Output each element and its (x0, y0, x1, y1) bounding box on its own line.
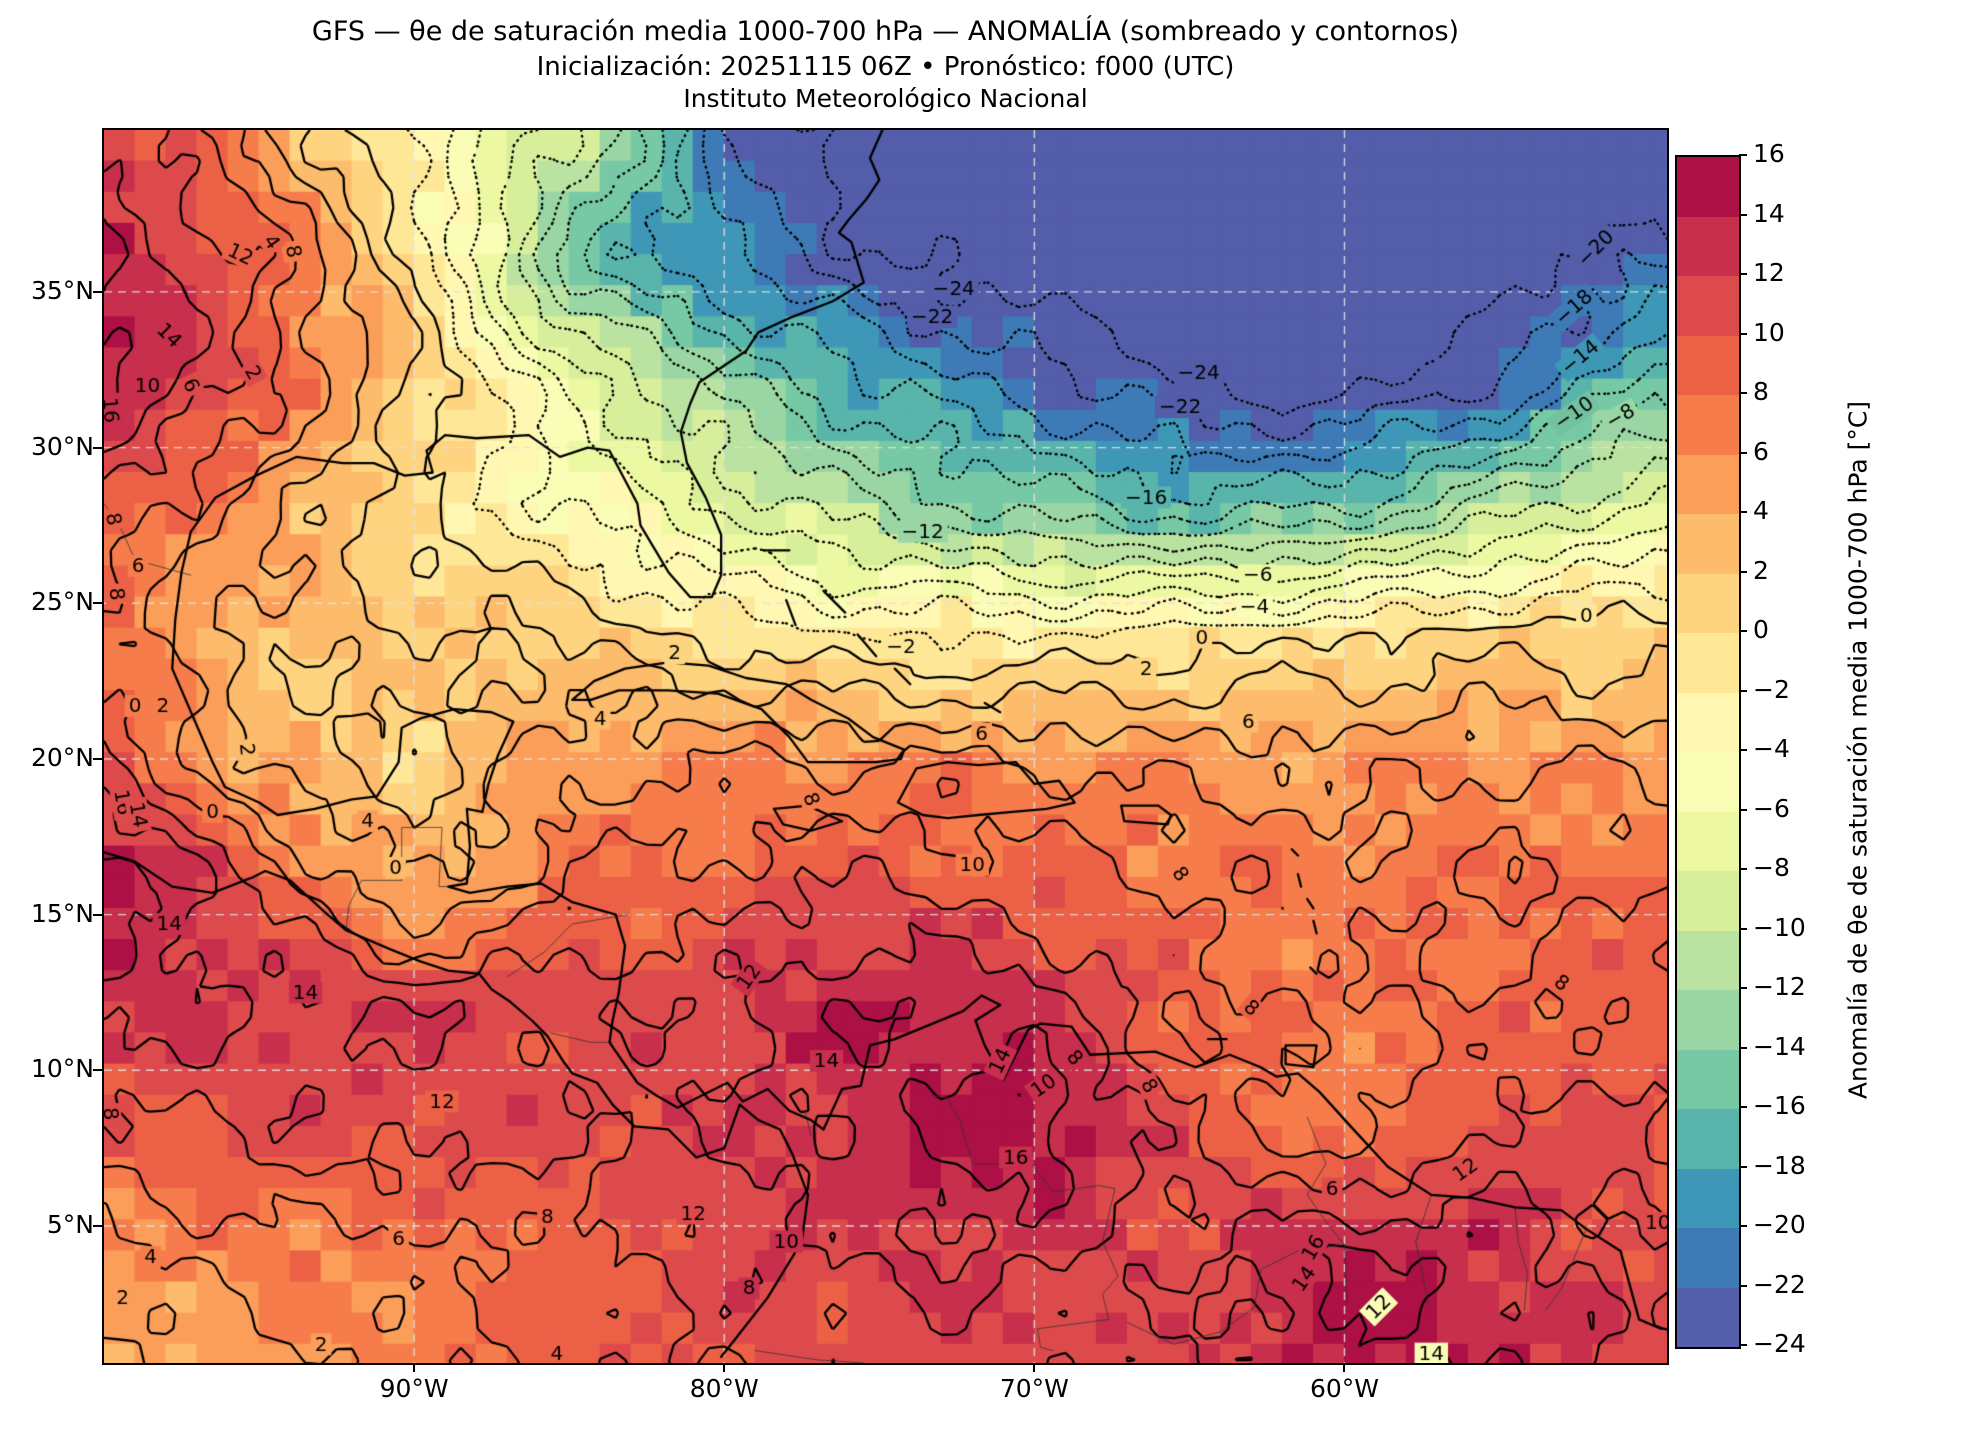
y-tick-label: 25°N (30, 587, 94, 617)
x-tick-label: 90°W (379, 1374, 449, 1403)
x-tick-label: 60°W (1309, 1374, 1379, 1403)
colorbar-segment (1677, 1109, 1739, 1169)
y-tick-label: 10°N (30, 1054, 94, 1084)
colorbar-tick-label: 4 (1753, 496, 1769, 525)
colorbar-tick-mark (1739, 1225, 1747, 1227)
anomaly-map-canvas (104, 130, 1667, 1363)
x-tick-mark (1033, 1363, 1036, 1372)
colorbar-tick-label: 12 (1753, 258, 1785, 287)
colorbar-segment (1677, 1287, 1739, 1347)
colorbar-tick-mark (1739, 332, 1747, 335)
colorbar-tick-label: 14 (1753, 198, 1785, 228)
colorbar-tick-label: −4 (1753, 734, 1790, 763)
map-plot-area (102, 128, 1669, 1365)
colorbar-tick-label: 6 (1753, 436, 1769, 466)
x-tick-mark (1343, 1363, 1346, 1372)
colorbar-tick-label: 8 (1753, 377, 1769, 406)
y-tick-mark (93, 913, 102, 916)
colorbar-segment (1677, 871, 1739, 931)
colorbar-tick-mark (1739, 451, 1747, 454)
colorbar-tick-label: −6 (1753, 793, 1790, 823)
colorbar-segment (1677, 1049, 1739, 1109)
colorbar-tick-label: 0 (1753, 615, 1769, 644)
colorbar-tick-label: −16 (1753, 1091, 1806, 1120)
colorbar-tick-label: 10 (1753, 317, 1785, 347)
y-tick-mark (93, 1069, 102, 1072)
y-tick-label: 30°N (30, 431, 94, 461)
x-tick-label: 80°W (689, 1374, 759, 1403)
colorbar-tick-mark (1739, 273, 1747, 275)
colorbar-segment (1677, 216, 1739, 276)
chart-subtitle-init-forecast: Inicialización: 20251115 06Z • Pronóstic… (536, 52, 1235, 82)
x-tick-mark (413, 1363, 416, 1372)
colorbar-tick-label: −8 (1753, 853, 1790, 882)
colorbar-segment (1677, 1228, 1739, 1288)
colorbar-tick-mark (1739, 630, 1747, 632)
y-tick-mark (93, 757, 102, 760)
y-tick-label: 35°N (30, 275, 94, 305)
colorbar-tick-mark (1739, 392, 1747, 394)
y-tick-mark (93, 1225, 102, 1227)
y-tick-mark (93, 446, 102, 449)
colorbar-segment (1677, 573, 1739, 633)
colorbar-segment (1677, 752, 1739, 812)
x-tick-label: 70°W (999, 1374, 1069, 1403)
colorbar-tick-label: −14 (1753, 1031, 1806, 1061)
colorbar-tick-mark (1739, 1284, 1747, 1287)
colorbar-tick-mark (1739, 1344, 1747, 1346)
colorbar-segment (1677, 514, 1739, 574)
colorbar-segment (1677, 692, 1739, 752)
colorbar-tick-label: −10 (1753, 912, 1806, 942)
colorbar-segment (1677, 395, 1739, 455)
colorbar-tick-mark (1739, 1046, 1747, 1049)
y-tick-mark (93, 602, 102, 605)
colorbar-tick-mark (1739, 808, 1747, 811)
colorbar-tick-mark (1739, 570, 1747, 573)
colorbar-segment (1677, 930, 1739, 990)
colorbar-axis-label: Anomalía de θe de saturación media 1000-… (1843, 400, 1873, 1100)
colorbar-segment (1677, 276, 1739, 336)
y-tick-label: 20°N (30, 742, 94, 772)
colorbar-tick-mark (1739, 689, 1747, 692)
y-tick-label: 15°N (30, 898, 94, 928)
colorbar-segment (1677, 811, 1739, 871)
colorbar-tick-label: 2 (1753, 555, 1769, 585)
colorbar (1675, 155, 1741, 1349)
y-tick-mark (93, 290, 102, 293)
colorbar-segment (1677, 1168, 1739, 1228)
colorbar-tick-mark (1739, 868, 1747, 870)
colorbar-tick-mark (1739, 987, 1747, 989)
colorbar-tick-mark (1739, 1106, 1747, 1108)
colorbar-tick-label: −12 (1753, 972, 1806, 1001)
x-tick-mark (723, 1363, 726, 1372)
colorbar-tick-mark (1739, 749, 1747, 751)
colorbar-tick-label: −22 (1753, 1269, 1806, 1299)
colorbar-tick-label: −20 (1753, 1210, 1806, 1239)
colorbar-tick-mark (1739, 927, 1747, 930)
colorbar-segment (1677, 990, 1739, 1050)
colorbar-tick-mark (1739, 1165, 1747, 1168)
colorbar-segment (1677, 335, 1739, 395)
colorbar-tick-label: −2 (1753, 674, 1790, 704)
y-tick-label: 5°N (46, 1210, 94, 1239)
chart-title: GFS — θe de saturación media 1000-700 hP… (311, 16, 1460, 47)
colorbar-segment (1677, 157, 1739, 217)
colorbar-tick-label: −24 (1753, 1329, 1806, 1358)
chart-subtitle-institute: Instituto Meteorológico Nacional (683, 84, 1088, 113)
colorbar-tick-label: 16 (1753, 139, 1785, 168)
colorbar-tick-mark (1739, 511, 1747, 513)
colorbar-tick-mark (1739, 213, 1747, 216)
colorbar-segment (1677, 633, 1739, 693)
colorbar-tick-label: −18 (1753, 1150, 1806, 1180)
colorbar-segment (1677, 454, 1739, 514)
colorbar-tick-mark (1739, 154, 1747, 156)
